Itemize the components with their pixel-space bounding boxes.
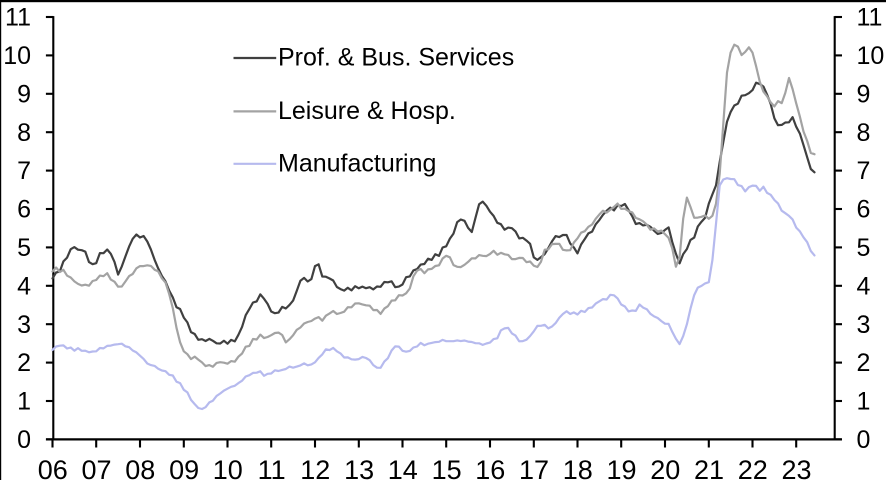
svg-text:Manufacturing: Manufacturing [278,149,436,177]
svg-text:1: 1 [17,388,31,416]
svg-text:Prof. & Bus. Services: Prof. & Bus. Services [278,44,514,72]
svg-text:21: 21 [694,455,724,485]
svg-text:8: 8 [857,119,871,147]
svg-text:10: 10 [213,455,243,485]
svg-text:06: 06 [38,455,68,485]
svg-text:11: 11 [857,4,883,32]
svg-text:22: 22 [738,455,768,485]
svg-text:4: 4 [17,272,31,300]
svg-text:1: 1 [857,388,871,416]
svg-text:07: 07 [81,455,111,485]
svg-text:19: 19 [606,455,636,485]
svg-text:6: 6 [857,196,871,224]
svg-text:18: 18 [563,455,593,485]
svg-text:15: 15 [432,455,462,485]
svg-text:9: 9 [857,80,871,108]
svg-text:17: 17 [519,455,549,485]
svg-text:3: 3 [857,311,871,339]
svg-text:5: 5 [857,234,871,262]
svg-text:11: 11 [5,4,31,32]
svg-text:08: 08 [125,455,155,485]
svg-text:14: 14 [388,455,418,485]
svg-text:8: 8 [17,119,31,147]
svg-text:4: 4 [857,272,871,300]
svg-text:9: 9 [17,80,31,108]
svg-text:23: 23 [781,455,811,485]
svg-text:6: 6 [17,196,31,224]
svg-text:10: 10 [3,42,31,70]
svg-text:Leisure & Hosp.: Leisure & Hosp. [278,97,456,125]
svg-text:5: 5 [17,234,31,262]
svg-text:2: 2 [17,349,31,377]
svg-text:12: 12 [300,455,330,485]
svg-text:10: 10 [857,42,885,70]
svg-text:3: 3 [17,311,31,339]
svg-text:11: 11 [258,455,286,485]
svg-text:09: 09 [169,455,199,485]
svg-text:7: 7 [17,157,31,185]
svg-text:16: 16 [475,455,505,485]
svg-text:2: 2 [857,349,871,377]
svg-text:20: 20 [650,455,680,485]
svg-text:13: 13 [344,455,374,485]
svg-text:7: 7 [857,157,871,185]
svg-text:0: 0 [17,426,31,454]
svg-text:0: 0 [857,426,871,454]
